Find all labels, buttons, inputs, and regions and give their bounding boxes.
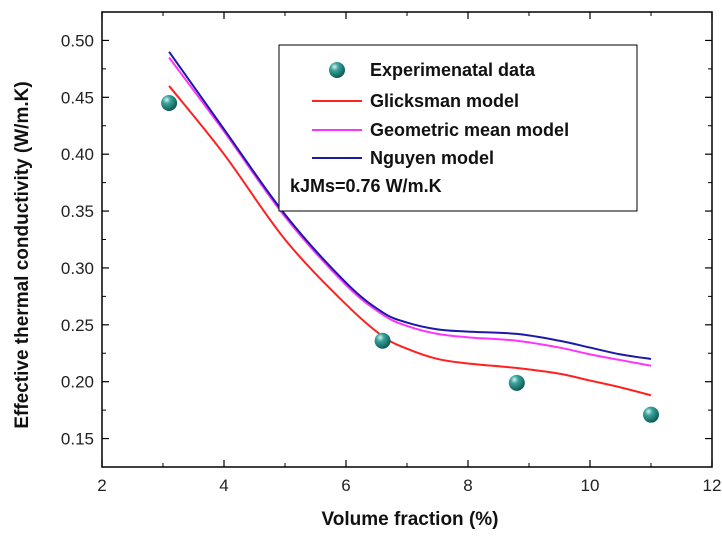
x-tick-label: 8 bbox=[463, 476, 472, 495]
data-point-experimental bbox=[643, 406, 659, 423]
y-tick-label: 0.35 bbox=[61, 202, 94, 221]
x-axis: 2 4 6 8 10 12 bbox=[97, 12, 721, 495]
data-point-experimental bbox=[508, 374, 525, 391]
series-line-geometric bbox=[168, 56, 652, 367]
y-tick-label: 0.25 bbox=[61, 316, 94, 335]
y-tick-label: 0.40 bbox=[61, 145, 94, 164]
x-axis-title: Volume fraction (%) bbox=[322, 509, 499, 530]
legend: Experimenatal data Glicksman model Geome… bbox=[278, 44, 638, 212]
x-tick-label: 2 bbox=[97, 476, 106, 495]
legend-label-experimental: Experimenatal data bbox=[370, 60, 536, 80]
legend-annotation: kJMs=0.76 W/m.K bbox=[290, 176, 442, 196]
series-line-glicksman bbox=[168, 85, 652, 397]
data-point-experimental bbox=[374, 332, 391, 349]
x-tick-label: 12 bbox=[703, 476, 722, 495]
x-tick-label: 6 bbox=[341, 476, 350, 495]
legend-label-geometric: Geometric mean model bbox=[370, 120, 569, 140]
y-tick-label: 0.45 bbox=[61, 88, 94, 107]
x-tick-label: 4 bbox=[219, 476, 228, 495]
series-lines bbox=[168, 51, 652, 397]
x-tick-label: 10 bbox=[581, 476, 600, 495]
legend-marker-experimental bbox=[329, 62, 345, 78]
y-tick-label: 0.50 bbox=[61, 31, 94, 50]
y-tick-label: 0.15 bbox=[61, 430, 94, 449]
y-axis-title: Effective thermal conductivity (W/m.K) bbox=[12, 81, 33, 428]
legend-label-nguyen: Nguyen model bbox=[370, 148, 494, 168]
legend-label-glicksman: Glicksman model bbox=[370, 91, 519, 111]
series-line-nguyen bbox=[168, 51, 652, 360]
data-point-experimental bbox=[161, 95, 178, 111]
y-axis: 0.15 0.20 0.25 0.30 0.35 0.40 0.45 0.50 bbox=[61, 31, 712, 449]
y-tick-label: 0.20 bbox=[61, 373, 94, 392]
series-points bbox=[161, 95, 659, 423]
y-tick-label: 0.30 bbox=[61, 259, 94, 278]
